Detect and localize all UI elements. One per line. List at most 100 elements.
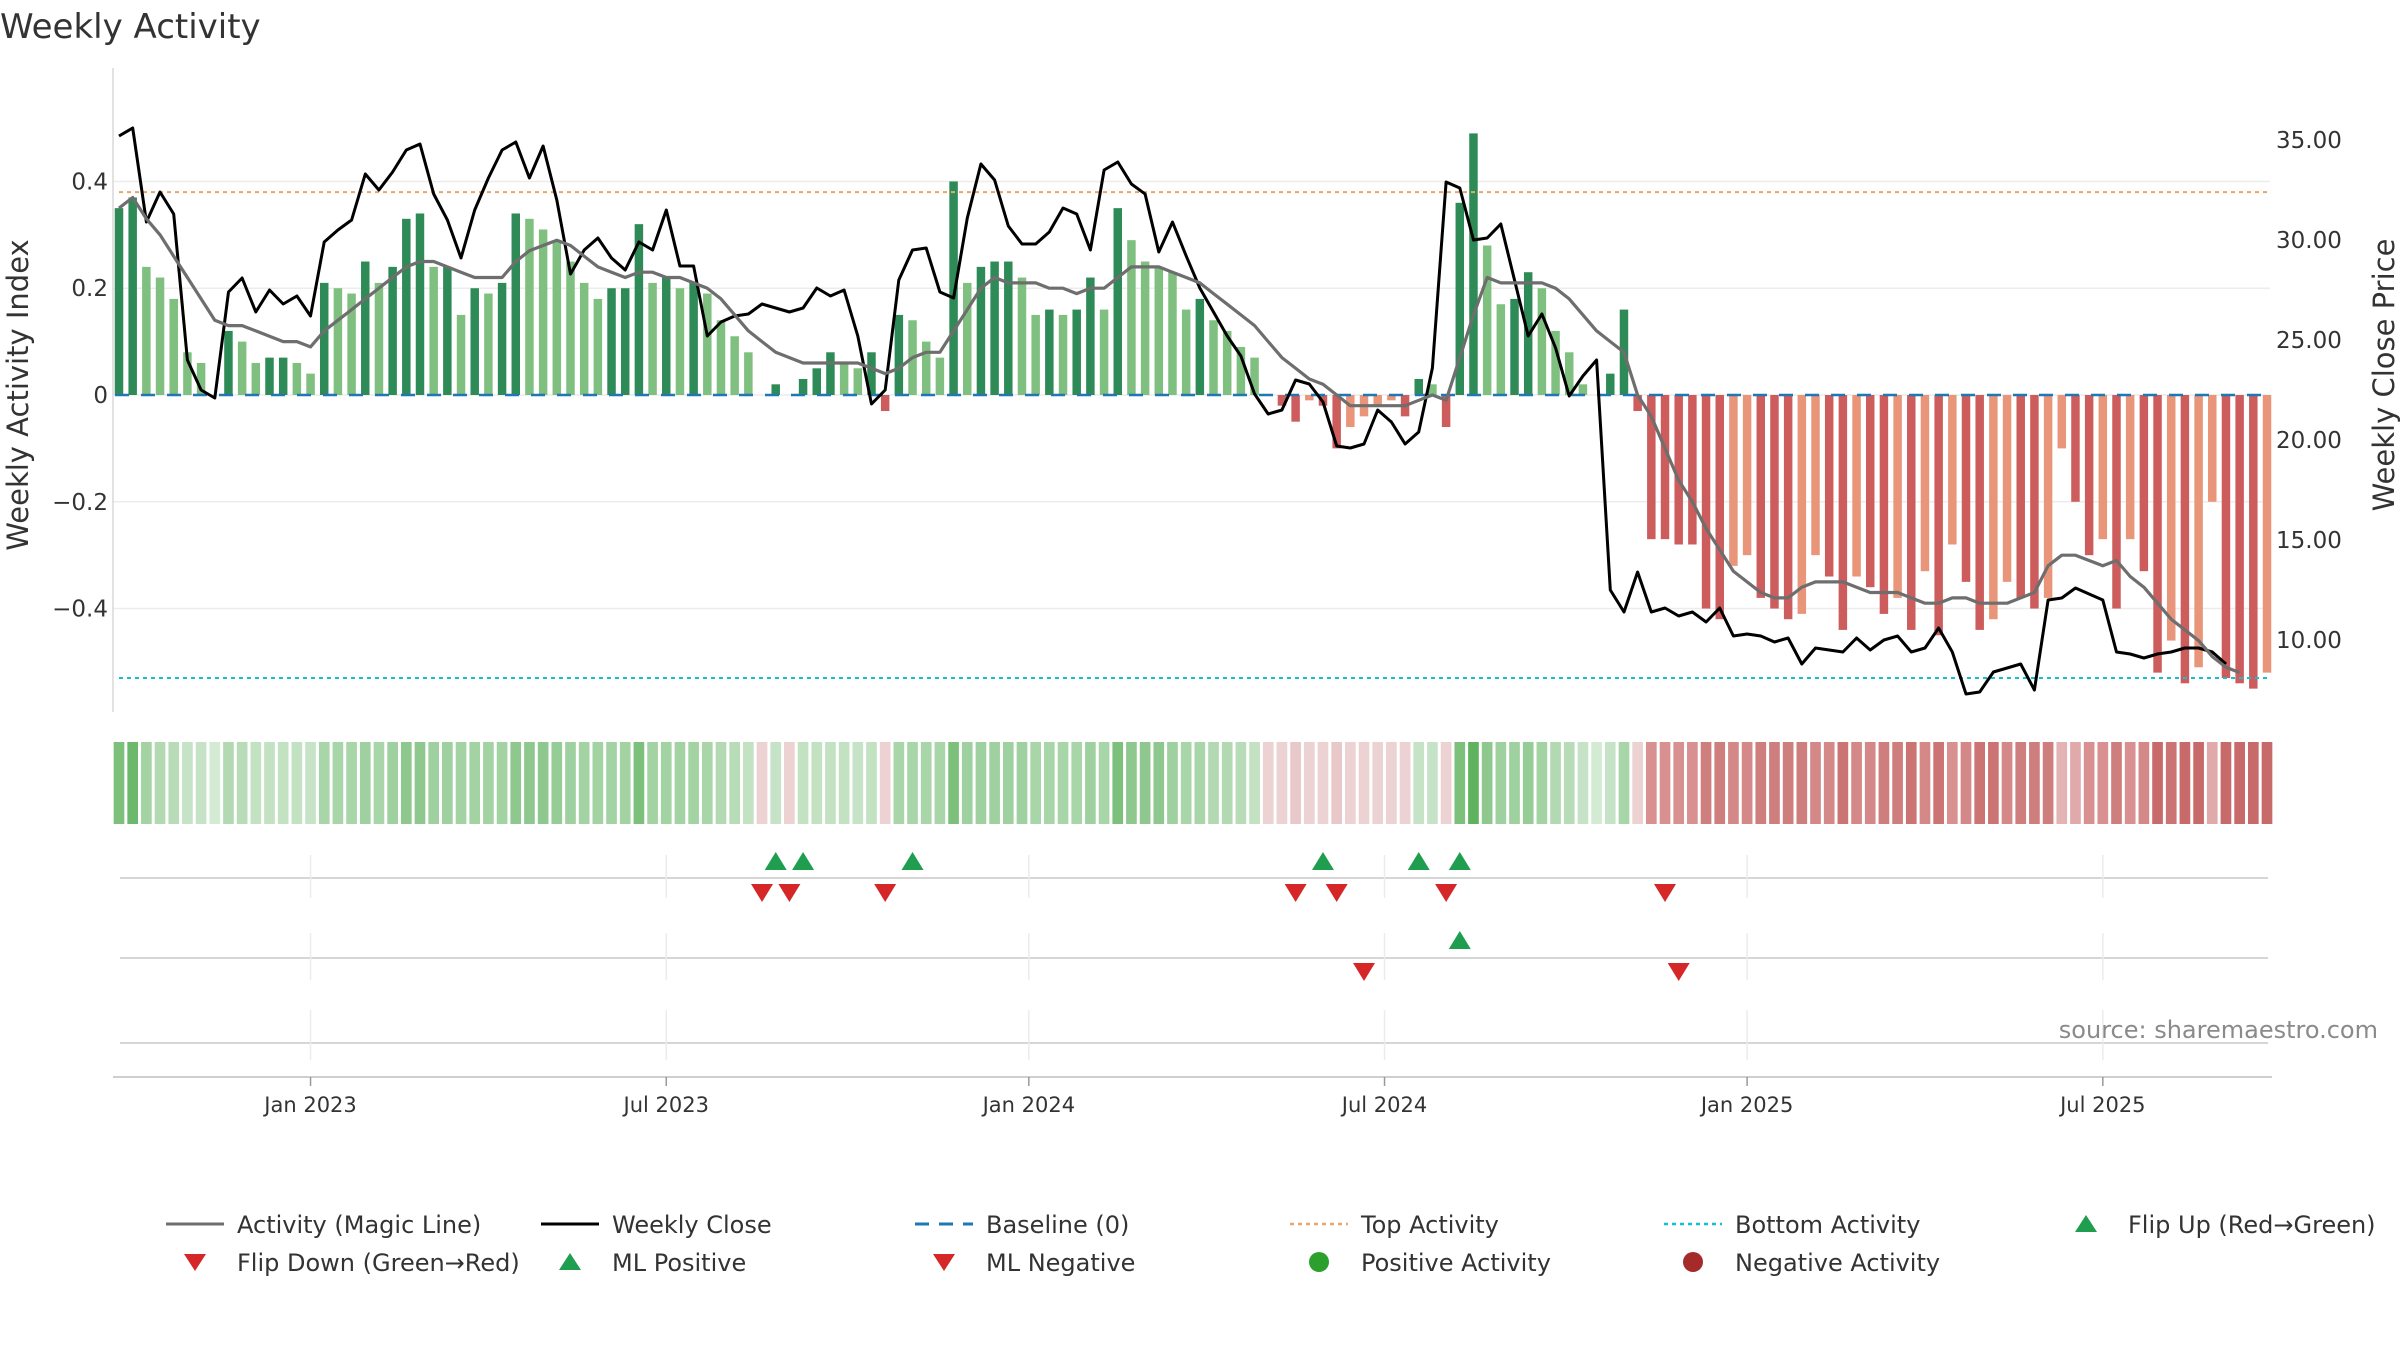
strip-cell — [2261, 742, 2273, 824]
magic-line — [118, 195, 2241, 675]
activity-bar — [374, 282, 384, 395]
activity-bar — [1578, 384, 1588, 395]
activity-bar — [2208, 395, 2217, 502]
strip-cell — [2111, 742, 2122, 824]
strip-cell — [1823, 742, 1835, 824]
activity-bar — [1195, 298, 1205, 395]
activity-bar — [648, 282, 657, 395]
activity-bar — [1332, 395, 1341, 449]
strip-cell — [359, 742, 371, 824]
activity-bar — [1004, 261, 1013, 395]
activity-bar — [662, 277, 671, 395]
activity-bar — [894, 314, 904, 395]
strip-cell — [975, 742, 987, 824]
right-tick-label: 25.00 — [2276, 328, 2342, 354]
strip-cell — [660, 742, 672, 824]
x-tick-label: Jan 2024 — [981, 1093, 1076, 1117]
x-tick-label: Jan 2023 — [262, 1093, 357, 1117]
activity-bar — [826, 352, 835, 395]
activity-bar — [1373, 395, 1382, 406]
activity-bar — [1975, 395, 1984, 630]
strip-cell — [893, 742, 905, 824]
flip-down-marker — [778, 884, 801, 902]
strip-cell — [1413, 742, 1425, 824]
strip-cell — [1262, 742, 1274, 824]
activity-bar — [2043, 395, 2053, 598]
activity-bar — [1277, 395, 1287, 406]
strip-cell — [866, 742, 877, 824]
strip-cell — [2083, 742, 2095, 824]
activity-bar — [1715, 395, 1724, 620]
strip-cell — [223, 742, 234, 824]
strip-cell — [250, 742, 262, 824]
activity-bar — [703, 293, 712, 395]
strip-cell — [578, 742, 590, 824]
right-axis-ticks: 35.00 30.00 25.00 20.00 15.00 10.00 — [2276, 128, 2342, 654]
activity-bar — [443, 266, 452, 395]
source-note: source: sharemaestro.com — [2059, 1016, 2378, 1044]
strip-cell — [1796, 742, 1808, 824]
activity-bar — [497, 282, 507, 395]
activity-bar — [552, 240, 562, 395]
strip-cell — [1317, 742, 1329, 824]
strip-cell — [2029, 742, 2040, 824]
strip-cell — [743, 742, 754, 824]
activity-bar — [456, 314, 466, 395]
legend-label: Positive Activity — [1361, 1249, 1551, 1277]
activity-bar — [1346, 395, 1355, 428]
activity-bar — [2030, 395, 2039, 609]
strip-cell — [1358, 742, 1370, 824]
activity-bar — [2098, 395, 2108, 540]
strip-cell — [852, 742, 864, 824]
strip-cell — [1208, 742, 1219, 824]
flip-down-marker — [874, 884, 897, 902]
strip-cell — [442, 742, 453, 824]
right-tick-label: 35.00 — [2276, 128, 2342, 154]
strip-cell — [428, 742, 440, 824]
strip-cell — [606, 742, 617, 824]
activity-bar — [2166, 395, 2176, 641]
legend-label: Flip Up (Red→Green) — [2128, 1211, 2376, 1239]
strip-cell — [2042, 742, 2054, 824]
flip-up-marker — [1407, 852, 1430, 870]
strip-cell — [551, 742, 563, 824]
activity-bar — [128, 197, 137, 395]
strip-cell — [2179, 742, 2191, 824]
strip-cell — [332, 742, 344, 824]
activity-bar — [1934, 395, 1943, 636]
activity-bar — [2125, 395, 2135, 540]
x-axis: Jan 2023 Jul 2023 Jan 2024 Jul 2024 Jan 2025… — [113, 1076, 2272, 1117]
strip-cell — [1810, 742, 1821, 824]
activity-bar — [1879, 395, 1889, 614]
activity-bar — [142, 266, 151, 395]
activity-bar — [1510, 298, 1519, 395]
legend-flip-down-green-red-swatch — [184, 1254, 206, 1271]
activity-bar — [1565, 352, 1574, 395]
strip-cell — [1167, 742, 1178, 824]
activity-bar — [1893, 395, 1902, 598]
strip-cell — [948, 742, 959, 824]
strip-cell — [346, 742, 357, 824]
activity-bar — [976, 266, 986, 395]
activity-bar — [798, 378, 808, 395]
flip-marker-rows — [120, 852, 2268, 1060]
left-tick-label: −0.4 — [52, 597, 108, 623]
strip-cell — [1180, 742, 1192, 824]
strip-cell — [619, 742, 631, 824]
activity-bar — [278, 357, 288, 395]
strip-cell — [1139, 742, 1151, 824]
strip-cell — [2247, 742, 2259, 824]
strip-cell — [1604, 742, 1616, 824]
legend-flip-up-red-green-swatch — [2075, 1215, 2097, 1232]
strip-cell — [2124, 742, 2136, 824]
activity-bar — [470, 288, 479, 395]
strip-cell — [1919, 742, 1931, 824]
right-tick-label: 10.00 — [2276, 628, 2342, 654]
strip-cell — [2001, 742, 2013, 824]
activity-bar — [1168, 272, 1177, 395]
right-tick-label: 20.00 — [2276, 428, 2342, 454]
strip-cell — [879, 742, 891, 824]
strip-cell — [455, 742, 467, 824]
activity-bar — [224, 330, 233, 395]
